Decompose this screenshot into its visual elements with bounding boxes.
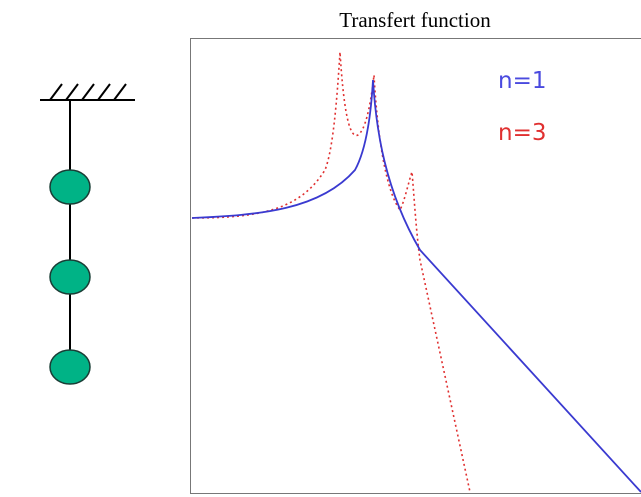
legend-label: n=1 bbox=[498, 68, 546, 94]
pendulum bbox=[40, 84, 135, 384]
legend-label: n=3 bbox=[498, 120, 546, 146]
chart-title: Transfert function bbox=[339, 8, 491, 32]
mass bbox=[50, 170, 90, 204]
plot-frame bbox=[191, 39, 641, 494]
mass bbox=[50, 350, 90, 384]
figure: Transfert function n=1 n=3 bbox=[0, 0, 641, 497]
curve-n1 bbox=[192, 80, 641, 492]
page: Transfert function n=1 n=3 (() => { cons… bbox=[0, 0, 641, 497]
mass bbox=[50, 260, 90, 294]
support-hatching bbox=[50, 84, 126, 100]
curve-n3 bbox=[192, 52, 470, 492]
